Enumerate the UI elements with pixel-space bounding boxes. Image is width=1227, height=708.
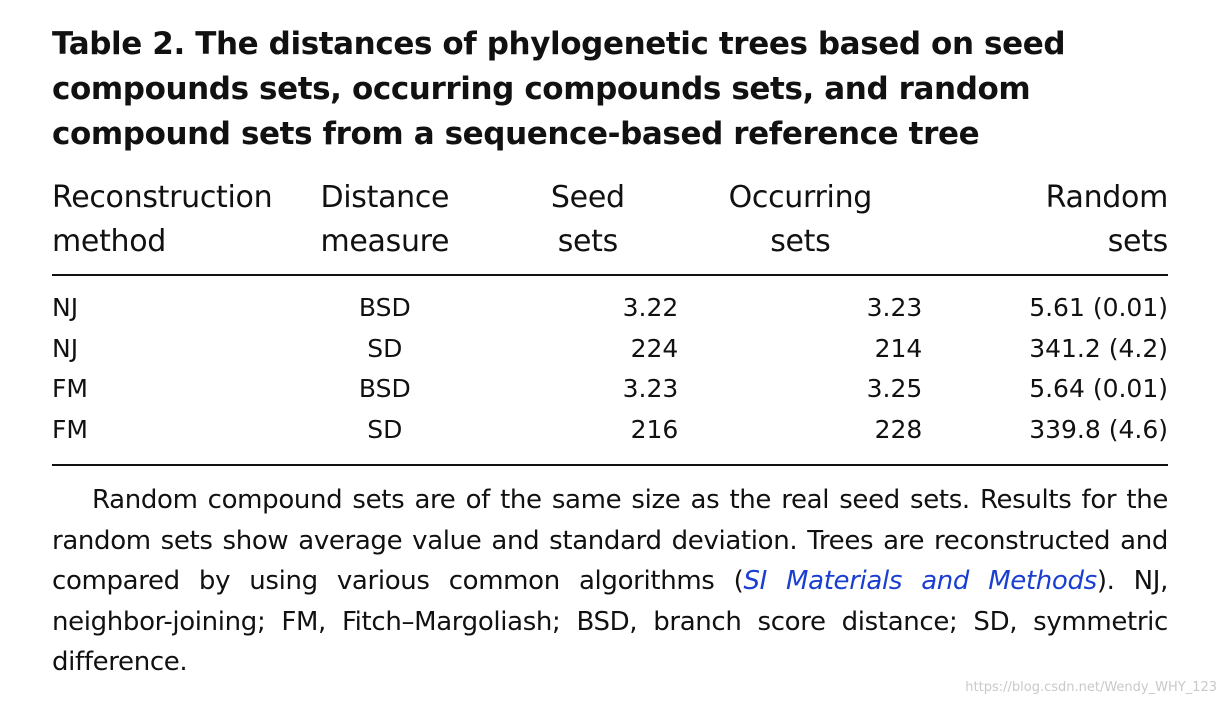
cell-occurring-sets: 3.25 xyxy=(866,374,923,403)
distance-table: Reconstruction method Distance measure S… xyxy=(52,176,1168,466)
cell-distance-measure: SD xyxy=(367,333,403,363)
cell-random-sets: 5.64 (0.01) xyxy=(1029,374,1168,403)
cell-seed-sets: 224 xyxy=(630,333,679,363)
column-header-line: Reconstruction xyxy=(52,180,273,215)
table-figure: Table 2. The distances of phylogenetic t… xyxy=(52,22,1168,683)
table-title: Table 2. The distances of phylogenetic t… xyxy=(52,26,1066,152)
si-methods-link[interactable]: SI Materials and Methods xyxy=(743,566,1097,596)
cell-reconstruction-method: NJ xyxy=(52,333,79,363)
column-header-line: sets xyxy=(557,224,619,259)
cell-random-sets: 339.8 (4.6) xyxy=(922,409,1168,466)
column-header-line: sets xyxy=(1107,224,1169,259)
table-row: FM BSD 3.23 3.25 5.64 (0.01) xyxy=(52,369,1168,410)
cell-distance-measure: BSD xyxy=(358,293,411,322)
cell-seed-sets: 216 xyxy=(497,409,679,466)
table-header-row: Reconstruction method Distance measure S… xyxy=(52,176,1169,276)
column-header-distance-measure: Distance measure xyxy=(272,176,498,276)
column-header-random-sets: Random sets xyxy=(922,176,1169,276)
column-header-line: Seed xyxy=(550,180,625,215)
column-header-line: measure xyxy=(320,224,450,259)
column-header-line: sets xyxy=(770,224,831,259)
column-header-line: Distance xyxy=(320,180,450,215)
cell-reconstruction-method: FM xyxy=(52,409,273,466)
cell-occurring-sets: 3.23 xyxy=(866,293,923,322)
table-row: FM SD 216 228 339.8 (4.6) xyxy=(52,409,1168,466)
cell-occurring-sets: 228 xyxy=(678,409,923,466)
caption-text: ). NJ, neighbor-joining; FM, Fitch–Margo… xyxy=(52,566,1168,677)
column-header-line: Random xyxy=(1045,180,1169,215)
column-header-seed-sets: Seed sets xyxy=(497,176,679,276)
cell-random-sets: 5.61 (0.01) xyxy=(1029,293,1168,322)
caption-text: Random compound sets are of the same siz… xyxy=(52,485,1168,596)
column-header-occurring-sets: Occurring sets xyxy=(678,176,923,276)
column-header-line: method xyxy=(52,224,167,259)
cell-random-sets: 341.2 (4.2) xyxy=(1029,333,1168,363)
cell-seed-sets: 3.22 xyxy=(622,293,679,322)
table-row: NJ BSD 3.22 3.23 5.61 (0.01) xyxy=(52,275,1168,329)
cell-occurring-sets: 214 xyxy=(874,333,923,363)
column-header-line: Occurring xyxy=(728,180,873,215)
column-header-reconstruction-method: Reconstruction method xyxy=(52,176,273,276)
table-caption: Random compound sets are of the same siz… xyxy=(52,480,1168,683)
cell-distance-measure: SD xyxy=(272,409,498,466)
cell-distance-measure: BSD xyxy=(358,374,411,403)
table-row: NJ SD 224 214 341.2 (4.2) xyxy=(52,329,1168,370)
cell-reconstruction-method: FM xyxy=(52,374,88,403)
cell-reconstruction-method: NJ xyxy=(52,293,79,322)
cell-seed-sets: 3.23 xyxy=(622,374,679,403)
watermark: https://blog.csdn.net/Wendy_WHY_123 xyxy=(965,680,1217,695)
